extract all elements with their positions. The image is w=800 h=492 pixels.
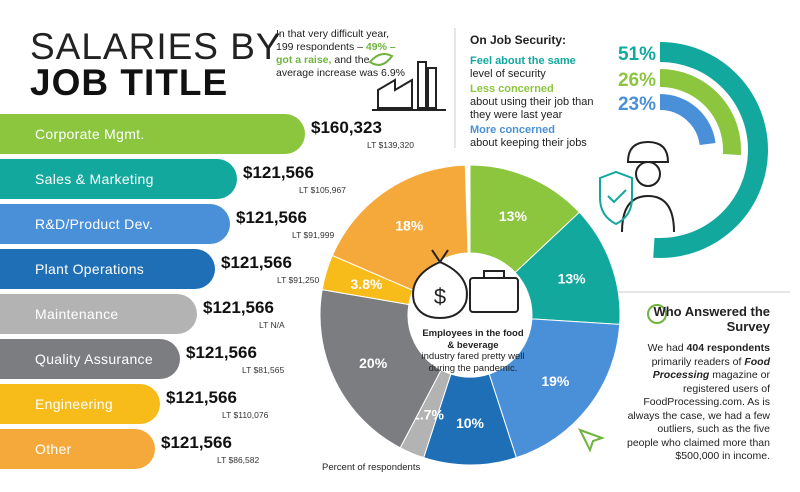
salary: $121,566	[236, 208, 307, 227]
intro-text: In that very difficult year, 199 respond…	[276, 28, 390, 53]
salary: $121,566	[166, 388, 237, 407]
legend-label: Feel about the same	[470, 55, 576, 67]
data-label: 51%	[618, 44, 656, 65]
legend-item: Feel about the same level of security	[470, 55, 595, 81]
text: We had	[647, 342, 687, 354]
job-title-bar: Plant Operations	[0, 249, 215, 289]
legend-label: Less concerned	[470, 83, 554, 95]
data-label: 13%	[499, 208, 528, 224]
radial-bar	[659, 69, 741, 156]
lt-salary: LT $139,320	[367, 140, 414, 150]
donut-segment	[469, 164, 581, 274]
legend-title: On Job Security:	[470, 33, 567, 47]
survey-body: We had 404 respondents primarily readers…	[625, 342, 770, 464]
salary: $121,566	[186, 343, 257, 362]
data-label: 26%	[618, 70, 656, 91]
survey-title: Who Answered the Survey	[653, 304, 770, 334]
svg-text:$: $	[434, 284, 446, 309]
job-title-bar: R&D/Product Dev.	[0, 204, 230, 244]
job-title-bar: Corporate Mgmt.	[0, 114, 305, 154]
salary: $121,566	[203, 298, 274, 317]
center-text: industry fared pretty well during the pa…	[421, 351, 525, 374]
job-title-bar: Maintenance	[0, 294, 197, 334]
donut-hole	[409, 254, 531, 376]
lt-salary: LT $110,076	[222, 410, 269, 420]
salary: $160,323	[311, 118, 382, 137]
salary: $121,566	[221, 253, 292, 272]
caption: Percent of respondents	[322, 462, 421, 473]
security-legend: On Job Security: Feel about the same leve…	[470, 34, 595, 152]
donut-segment	[488, 318, 621, 459]
worker-icon	[599, 140, 675, 233]
job-title-bar: Sales & Marketing	[0, 159, 237, 199]
text: primarily readers of	[651, 355, 745, 368]
legend-item: More concerned about keeping their jobs	[470, 124, 595, 150]
text: 404 respondents	[686, 342, 770, 354]
text: magazine or registered users of FoodProc…	[626, 369, 770, 462]
legend-item: Less concerned about using their job than…	[470, 83, 595, 122]
lt-salary: LT $86,582	[217, 455, 260, 465]
job-title-bar: Quality Assurance	[0, 339, 180, 379]
lt-salary: LT $91,250	[277, 275, 320, 285]
center-bold: Employees in the food & beverage	[422, 328, 524, 351]
donut-segment	[514, 211, 621, 325]
cursor-icon	[577, 428, 606, 453]
job-title-bar: Other	[0, 429, 155, 469]
data-label: 18%	[395, 218, 424, 234]
factory-icon	[368, 53, 446, 111]
donut-segment	[331, 164, 469, 292]
job-title-bar: Engineering	[0, 384, 160, 424]
title-line: JOB TITLE	[30, 62, 229, 103]
data-label: 10%	[456, 415, 485, 431]
intro-highlight: 49% – got a raise,	[276, 41, 396, 66]
donut-center: Employees in the food & beverage industry…	[418, 328, 528, 374]
title-line: SALARIES BY	[30, 26, 282, 67]
intro-text: and the average increase was 6.9%	[276, 54, 405, 79]
radial-bar	[653, 42, 768, 258]
text: Food Processing	[652, 355, 770, 382]
lt-salary: LT N/A	[259, 320, 285, 330]
data-label: 13%	[558, 270, 587, 286]
legend-description: level of security	[470, 68, 546, 80]
data-label: 3.8%	[351, 276, 383, 292]
donut-segment	[319, 289, 442, 449]
lt-salary: LT $105,967	[299, 185, 346, 195]
salary: $121,566	[243, 163, 314, 182]
apple-icon	[647, 304, 667, 324]
data-label: 20%	[359, 355, 388, 371]
lt-salary: LT $91,999	[292, 230, 335, 240]
lt-salary: LT $81,565	[242, 365, 285, 375]
legend-label: More concerned	[470, 124, 555, 136]
legend-description: about keeping their jobs	[470, 137, 587, 149]
data-label: 19%	[541, 373, 570, 389]
data-label: 23%	[618, 94, 656, 115]
legend-description: about using their job than they were las…	[470, 96, 594, 121]
salary: $121,566	[161, 433, 232, 452]
radial-bar	[659, 94, 716, 146]
money-icon: $	[412, 249, 519, 320]
intro: In that very difficult year, 199 respond…	[276, 28, 406, 80]
